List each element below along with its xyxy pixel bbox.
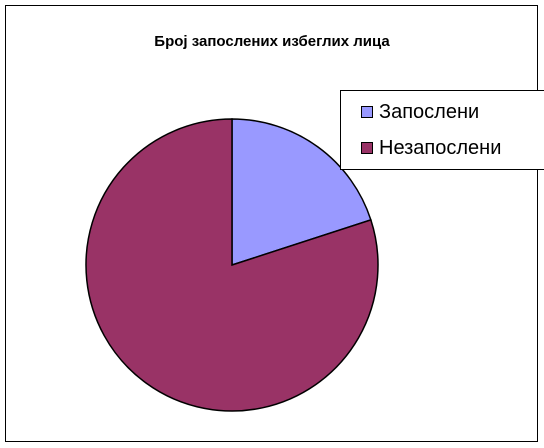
legend-label-employed: Запослени [379, 100, 480, 123]
chart-title: Број запослених избеглих лица [154, 33, 390, 50]
pie-slice-employed [231, 118, 372, 267]
legend-item-employed: Запослени [361, 100, 479, 124]
legend-swatch-employed [361, 106, 373, 118]
legend-item-unemployed: Незапослени [361, 136, 501, 160]
pie-slice-unemployed [85, 118, 379, 412]
legend: Запослени Незапослени [340, 90, 544, 170]
legend-swatch-unemployed [361, 142, 373, 154]
legend-label-unemployed: Незапослени [379, 136, 502, 159]
